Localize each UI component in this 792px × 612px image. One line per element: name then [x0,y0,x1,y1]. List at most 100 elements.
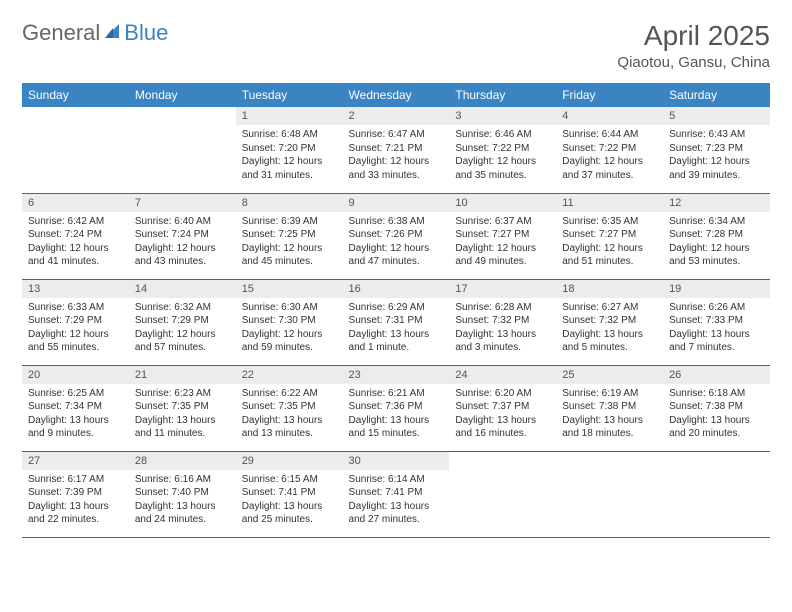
day-details: Sunrise: 6:28 AMSunset: 7:32 PMDaylight:… [449,298,556,359]
day-details: Sunrise: 6:39 AMSunset: 7:25 PMDaylight:… [236,212,343,273]
weekday-header: Tuesday [236,83,343,107]
day-details: Sunrise: 6:33 AMSunset: 7:29 PMDaylight:… [22,298,129,359]
day-details: Sunrise: 6:46 AMSunset: 7:22 PMDaylight:… [449,125,556,186]
day-details: Sunrise: 6:17 AMSunset: 7:39 PMDaylight:… [22,470,129,531]
day-number: 18 [556,280,663,298]
day-details: Sunrise: 6:18 AMSunset: 7:38 PMDaylight:… [663,384,770,445]
calendar-cell: 20Sunrise: 6:25 AMSunset: 7:34 PMDayligh… [22,365,129,451]
calendar-cell: 11Sunrise: 6:35 AMSunset: 7:27 PMDayligh… [556,193,663,279]
calendar-cell: 10Sunrise: 6:37 AMSunset: 7:27 PMDayligh… [449,193,556,279]
day-details: Sunrise: 6:40 AMSunset: 7:24 PMDaylight:… [129,212,236,273]
calendar-cell: 5Sunrise: 6:43 AMSunset: 7:23 PMDaylight… [663,107,770,193]
day-details: Sunrise: 6:38 AMSunset: 7:26 PMDaylight:… [343,212,450,273]
calendar-cell: 27Sunrise: 6:17 AMSunset: 7:39 PMDayligh… [22,451,129,537]
calendar-cell: 13Sunrise: 6:33 AMSunset: 7:29 PMDayligh… [22,279,129,365]
day-number: 10 [449,194,556,212]
calendar-week-row: 13Sunrise: 6:33 AMSunset: 7:29 PMDayligh… [22,279,770,365]
weekday-header: Friday [556,83,663,107]
day-details: Sunrise: 6:15 AMSunset: 7:41 PMDaylight:… [236,470,343,531]
calendar-cell: 15Sunrise: 6:30 AMSunset: 7:30 PMDayligh… [236,279,343,365]
calendar-cell: 9Sunrise: 6:38 AMSunset: 7:26 PMDaylight… [343,193,450,279]
sail-icon [103,22,121,45]
calendar-cell: 24Sunrise: 6:20 AMSunset: 7:37 PMDayligh… [449,365,556,451]
title-block: April 2025 Qiaotou, Gansu, China [617,20,770,71]
calendar-cell: 16Sunrise: 6:29 AMSunset: 7:31 PMDayligh… [343,279,450,365]
day-number: 7 [129,194,236,212]
day-details: Sunrise: 6:22 AMSunset: 7:35 PMDaylight:… [236,384,343,445]
day-details: Sunrise: 6:25 AMSunset: 7:34 PMDaylight:… [22,384,129,445]
day-number: 26 [663,366,770,384]
day-details: Sunrise: 6:44 AMSunset: 7:22 PMDaylight:… [556,125,663,186]
calendar-cell: 17Sunrise: 6:28 AMSunset: 7:32 PMDayligh… [449,279,556,365]
day-number: 12 [663,194,770,212]
day-number: 19 [663,280,770,298]
calendar-cell: 14Sunrise: 6:32 AMSunset: 7:29 PMDayligh… [129,279,236,365]
calendar-cell: 25Sunrise: 6:19 AMSunset: 7:38 PMDayligh… [556,365,663,451]
calendar-cell [663,451,770,537]
day-number: 5 [663,107,770,125]
day-details: Sunrise: 6:20 AMSunset: 7:37 PMDaylight:… [449,384,556,445]
day-details: Sunrise: 6:42 AMSunset: 7:24 PMDaylight:… [22,212,129,273]
day-details: Sunrise: 6:43 AMSunset: 7:23 PMDaylight:… [663,125,770,186]
day-number: 4 [556,107,663,125]
calendar-cell: 1Sunrise: 6:48 AMSunset: 7:20 PMDaylight… [236,107,343,193]
day-number: 11 [556,194,663,212]
day-number: 2 [343,107,450,125]
day-number: 29 [236,452,343,470]
calendar-cell: 29Sunrise: 6:15 AMSunset: 7:41 PMDayligh… [236,451,343,537]
day-details: Sunrise: 6:30 AMSunset: 7:30 PMDaylight:… [236,298,343,359]
day-number: 3 [449,107,556,125]
calendar-cell [556,451,663,537]
weekday-header: Monday [129,83,236,107]
day-details: Sunrise: 6:35 AMSunset: 7:27 PMDaylight:… [556,212,663,273]
day-details: Sunrise: 6:27 AMSunset: 7:32 PMDaylight:… [556,298,663,359]
day-details: Sunrise: 6:37 AMSunset: 7:27 PMDaylight:… [449,212,556,273]
day-number: 8 [236,194,343,212]
day-details: Sunrise: 6:26 AMSunset: 7:33 PMDaylight:… [663,298,770,359]
day-number: 1 [236,107,343,125]
day-number: 23 [343,366,450,384]
day-number: 30 [343,452,450,470]
day-number: 14 [129,280,236,298]
calendar-cell [129,107,236,193]
day-details: Sunrise: 6:19 AMSunset: 7:38 PMDaylight:… [556,384,663,445]
calendar-week-row: 20Sunrise: 6:25 AMSunset: 7:34 PMDayligh… [22,365,770,451]
day-number: 22 [236,366,343,384]
brand-part2: Blue [124,20,168,46]
day-number: 27 [22,452,129,470]
day-number: 16 [343,280,450,298]
day-number: 25 [556,366,663,384]
calendar-week-row: 1Sunrise: 6:48 AMSunset: 7:20 PMDaylight… [22,107,770,193]
page-header: General Blue April 2025 Qiaotou, Gansu, … [22,20,770,71]
day-number: 24 [449,366,556,384]
calendar-week-row: 27Sunrise: 6:17 AMSunset: 7:39 PMDayligh… [22,451,770,537]
day-number: 21 [129,366,236,384]
weekday-header: Sunday [22,83,129,107]
calendar-cell: 30Sunrise: 6:14 AMSunset: 7:41 PMDayligh… [343,451,450,537]
day-details: Sunrise: 6:21 AMSunset: 7:36 PMDaylight:… [343,384,450,445]
day-details: Sunrise: 6:16 AMSunset: 7:40 PMDaylight:… [129,470,236,531]
month-title: April 2025 [617,20,770,52]
day-details: Sunrise: 6:32 AMSunset: 7:29 PMDaylight:… [129,298,236,359]
calendar-cell: 4Sunrise: 6:44 AMSunset: 7:22 PMDaylight… [556,107,663,193]
brand-logo: General Blue [22,20,168,46]
calendar-cell: 18Sunrise: 6:27 AMSunset: 7:32 PMDayligh… [556,279,663,365]
calendar-cell: 28Sunrise: 6:16 AMSunset: 7:40 PMDayligh… [129,451,236,537]
calendar-cell: 21Sunrise: 6:23 AMSunset: 7:35 PMDayligh… [129,365,236,451]
day-details: Sunrise: 6:48 AMSunset: 7:20 PMDaylight:… [236,125,343,186]
calendar-cell: 3Sunrise: 6:46 AMSunset: 7:22 PMDaylight… [449,107,556,193]
day-number: 13 [22,280,129,298]
day-number: 6 [22,194,129,212]
calendar-cell [449,451,556,537]
weekday-header: Saturday [663,83,770,107]
calendar-cell: 8Sunrise: 6:39 AMSunset: 7:25 PMDaylight… [236,193,343,279]
day-number: 17 [449,280,556,298]
day-details: Sunrise: 6:34 AMSunset: 7:28 PMDaylight:… [663,212,770,273]
weekday-header-row: Sunday Monday Tuesday Wednesday Thursday… [22,83,770,107]
day-details: Sunrise: 6:23 AMSunset: 7:35 PMDaylight:… [129,384,236,445]
location-text: Qiaotou, Gansu, China [617,54,770,71]
calendar-cell: 22Sunrise: 6:22 AMSunset: 7:35 PMDayligh… [236,365,343,451]
day-details: Sunrise: 6:47 AMSunset: 7:21 PMDaylight:… [343,125,450,186]
calendar-cell: 2Sunrise: 6:47 AMSunset: 7:21 PMDaylight… [343,107,450,193]
brand-part1: General [22,20,100,46]
